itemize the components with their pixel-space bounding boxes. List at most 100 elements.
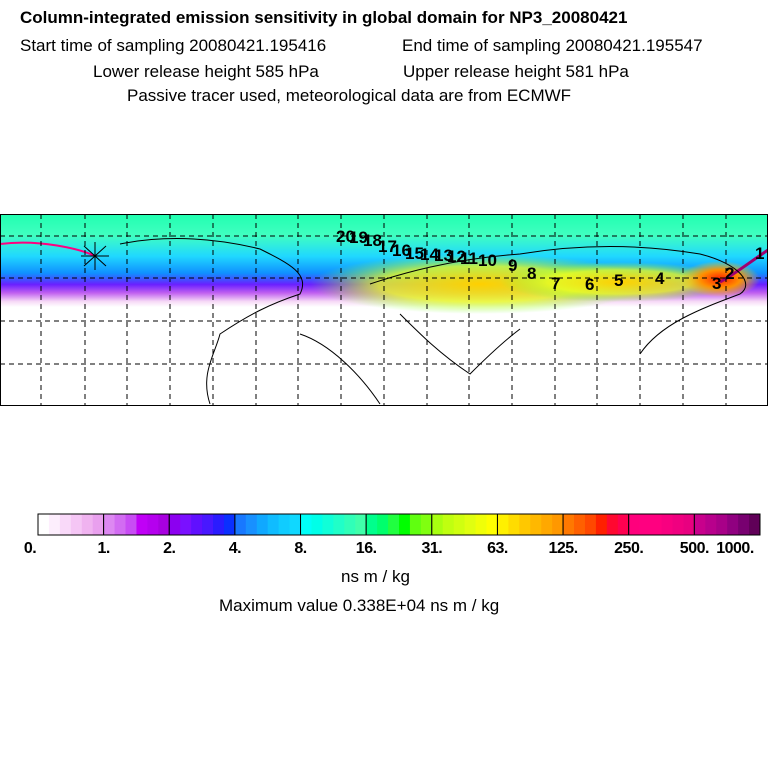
trajectory-label: 15 [405, 244, 424, 263]
colorbar-cell [661, 514, 673, 535]
colorbar-cell [574, 514, 586, 535]
colorbar-cell [716, 514, 728, 535]
trajectory-label: 10 [478, 251, 497, 270]
colorbar-cell [453, 514, 466, 535]
colorbar-cell [355, 514, 367, 535]
trajectory-label: 12 [447, 247, 466, 266]
trajectory-label: 20 [336, 227, 355, 246]
colorbar-cell [234, 514, 247, 535]
colorbar-tick-label: 1. [97, 540, 110, 557]
trajectory-label: 1 [755, 244, 764, 263]
colorbar-cell [628, 514, 641, 535]
plot-title: Column-integrated emission sensitivity i… [20, 8, 628, 27]
colorbar-cell [267, 514, 280, 535]
colorbar-tick-label: 31. [421, 540, 443, 557]
colorbar-cell [169, 514, 181, 535]
trajectory-label: 14 [420, 245, 439, 264]
colorbar-cell [639, 514, 652, 535]
start-time: Start time of sampling 20080421.195416 [20, 36, 327, 55]
colorbar-cell [366, 514, 378, 535]
colorbar-cell [191, 514, 203, 535]
trajectory-label: 3 [712, 274, 721, 293]
colorbar-cell [59, 514, 72, 535]
maximum-value: Maximum value 0.338E+04 ns m / kg [219, 596, 500, 615]
colorbar-cell [683, 514, 695, 535]
colorbar [37, 513, 761, 536]
colorbar-cell [672, 514, 684, 535]
colorbar-cell [300, 514, 312, 535]
colorbar-cell [497, 514, 509, 535]
colorbar-cell [694, 514, 706, 535]
colorbar-cell [114, 514, 127, 535]
colorbar-cell [388, 514, 400, 535]
trajectory-label: 6 [585, 275, 594, 294]
colorbar-cell [147, 514, 159, 535]
colorbar-cell [344, 514, 356, 535]
colorbar-tick-label: 0. [23, 540, 37, 557]
colorbar-tick-label: 63. [487, 540, 508, 557]
colorbar-cell [606, 514, 619, 535]
colorbar-cell [530, 514, 542, 535]
colorbar-tick-label: 4. [228, 540, 242, 557]
colorbar-cell [213, 514, 225, 535]
colorbar-tick-label: 16. [355, 540, 377, 557]
colorbar-cell [278, 514, 291, 535]
colorbar-cell [464, 514, 477, 535]
colorbar-cell [727, 514, 739, 535]
colorbar-tick-label: 2. [163, 540, 176, 557]
colorbar-tick-label: 125. [548, 540, 579, 557]
colorbar-segment-border [693, 513, 761, 536]
colorbar-cell [563, 514, 575, 535]
colorbar-cell [70, 514, 83, 535]
colorbar-cell [595, 514, 608, 535]
colorbar-cell [617, 514, 630, 535]
trajectory-label: 7 [551, 274, 560, 293]
colorbar-cell [442, 514, 455, 535]
colorbar-cell [749, 514, 761, 535]
colorbar-tick-label: 250. [614, 540, 644, 557]
trajectory-label: 16 [392, 241, 411, 260]
colorbar-tick-label: 8. [294, 540, 307, 557]
colorbar-cell [584, 514, 597, 535]
trajectory-line [0, 241, 96, 257]
colorbar-cell [399, 514, 411, 535]
colorbar-cell [431, 514, 444, 535]
colorbar-cell [486, 514, 498, 535]
trajectory-label: 9 [508, 256, 517, 275]
colorbar-cell [92, 514, 105, 535]
colorbar-cell [541, 514, 553, 535]
colorbar-cell [519, 514, 531, 535]
colorbar-cell [311, 514, 323, 535]
tracer-info: Passive tracer used, meteorological data… [127, 86, 572, 105]
colorbar-tick-label: 500. [679, 540, 710, 557]
high-sensitivity-region [500, 262, 740, 302]
end-time: End time of sampling 20080421.195547 [402, 36, 703, 55]
trajectory-label: 13 [434, 246, 453, 265]
trajectory-label: 5 [614, 271, 623, 290]
colorbar-cell [48, 514, 61, 535]
colorbar-cell [508, 514, 520, 535]
trajectory-label: 8 [527, 264, 536, 283]
colorbar-cell [377, 514, 389, 535]
colorbar-unit: ns m / kg [341, 567, 410, 586]
trajectory-label: 2 [725, 264, 734, 283]
trajectory-label: 4 [655, 269, 665, 288]
trajectory-label: 18 [363, 231, 382, 250]
colorbar-cell [650, 514, 663, 535]
colorbar-cell [738, 514, 750, 535]
trajectory-label: 17 [378, 237, 397, 256]
colorbar-cell [81, 514, 94, 535]
colorbar-cell [223, 514, 236, 535]
colorbar-cell [202, 514, 214, 535]
lower-release-height: Lower release height 585 hPa [93, 62, 319, 81]
graticule [0, 214, 768, 406]
trajectory-label: 19 [349, 228, 368, 247]
colorbar-cell [125, 514, 137, 535]
colorbar-cell [136, 514, 148, 535]
colorbar-cell [245, 514, 258, 535]
colorbar-cell [158, 514, 170, 535]
colorbar-cell [180, 514, 192, 535]
coastlines [119, 238, 747, 405]
colorbar-cell [705, 514, 717, 535]
